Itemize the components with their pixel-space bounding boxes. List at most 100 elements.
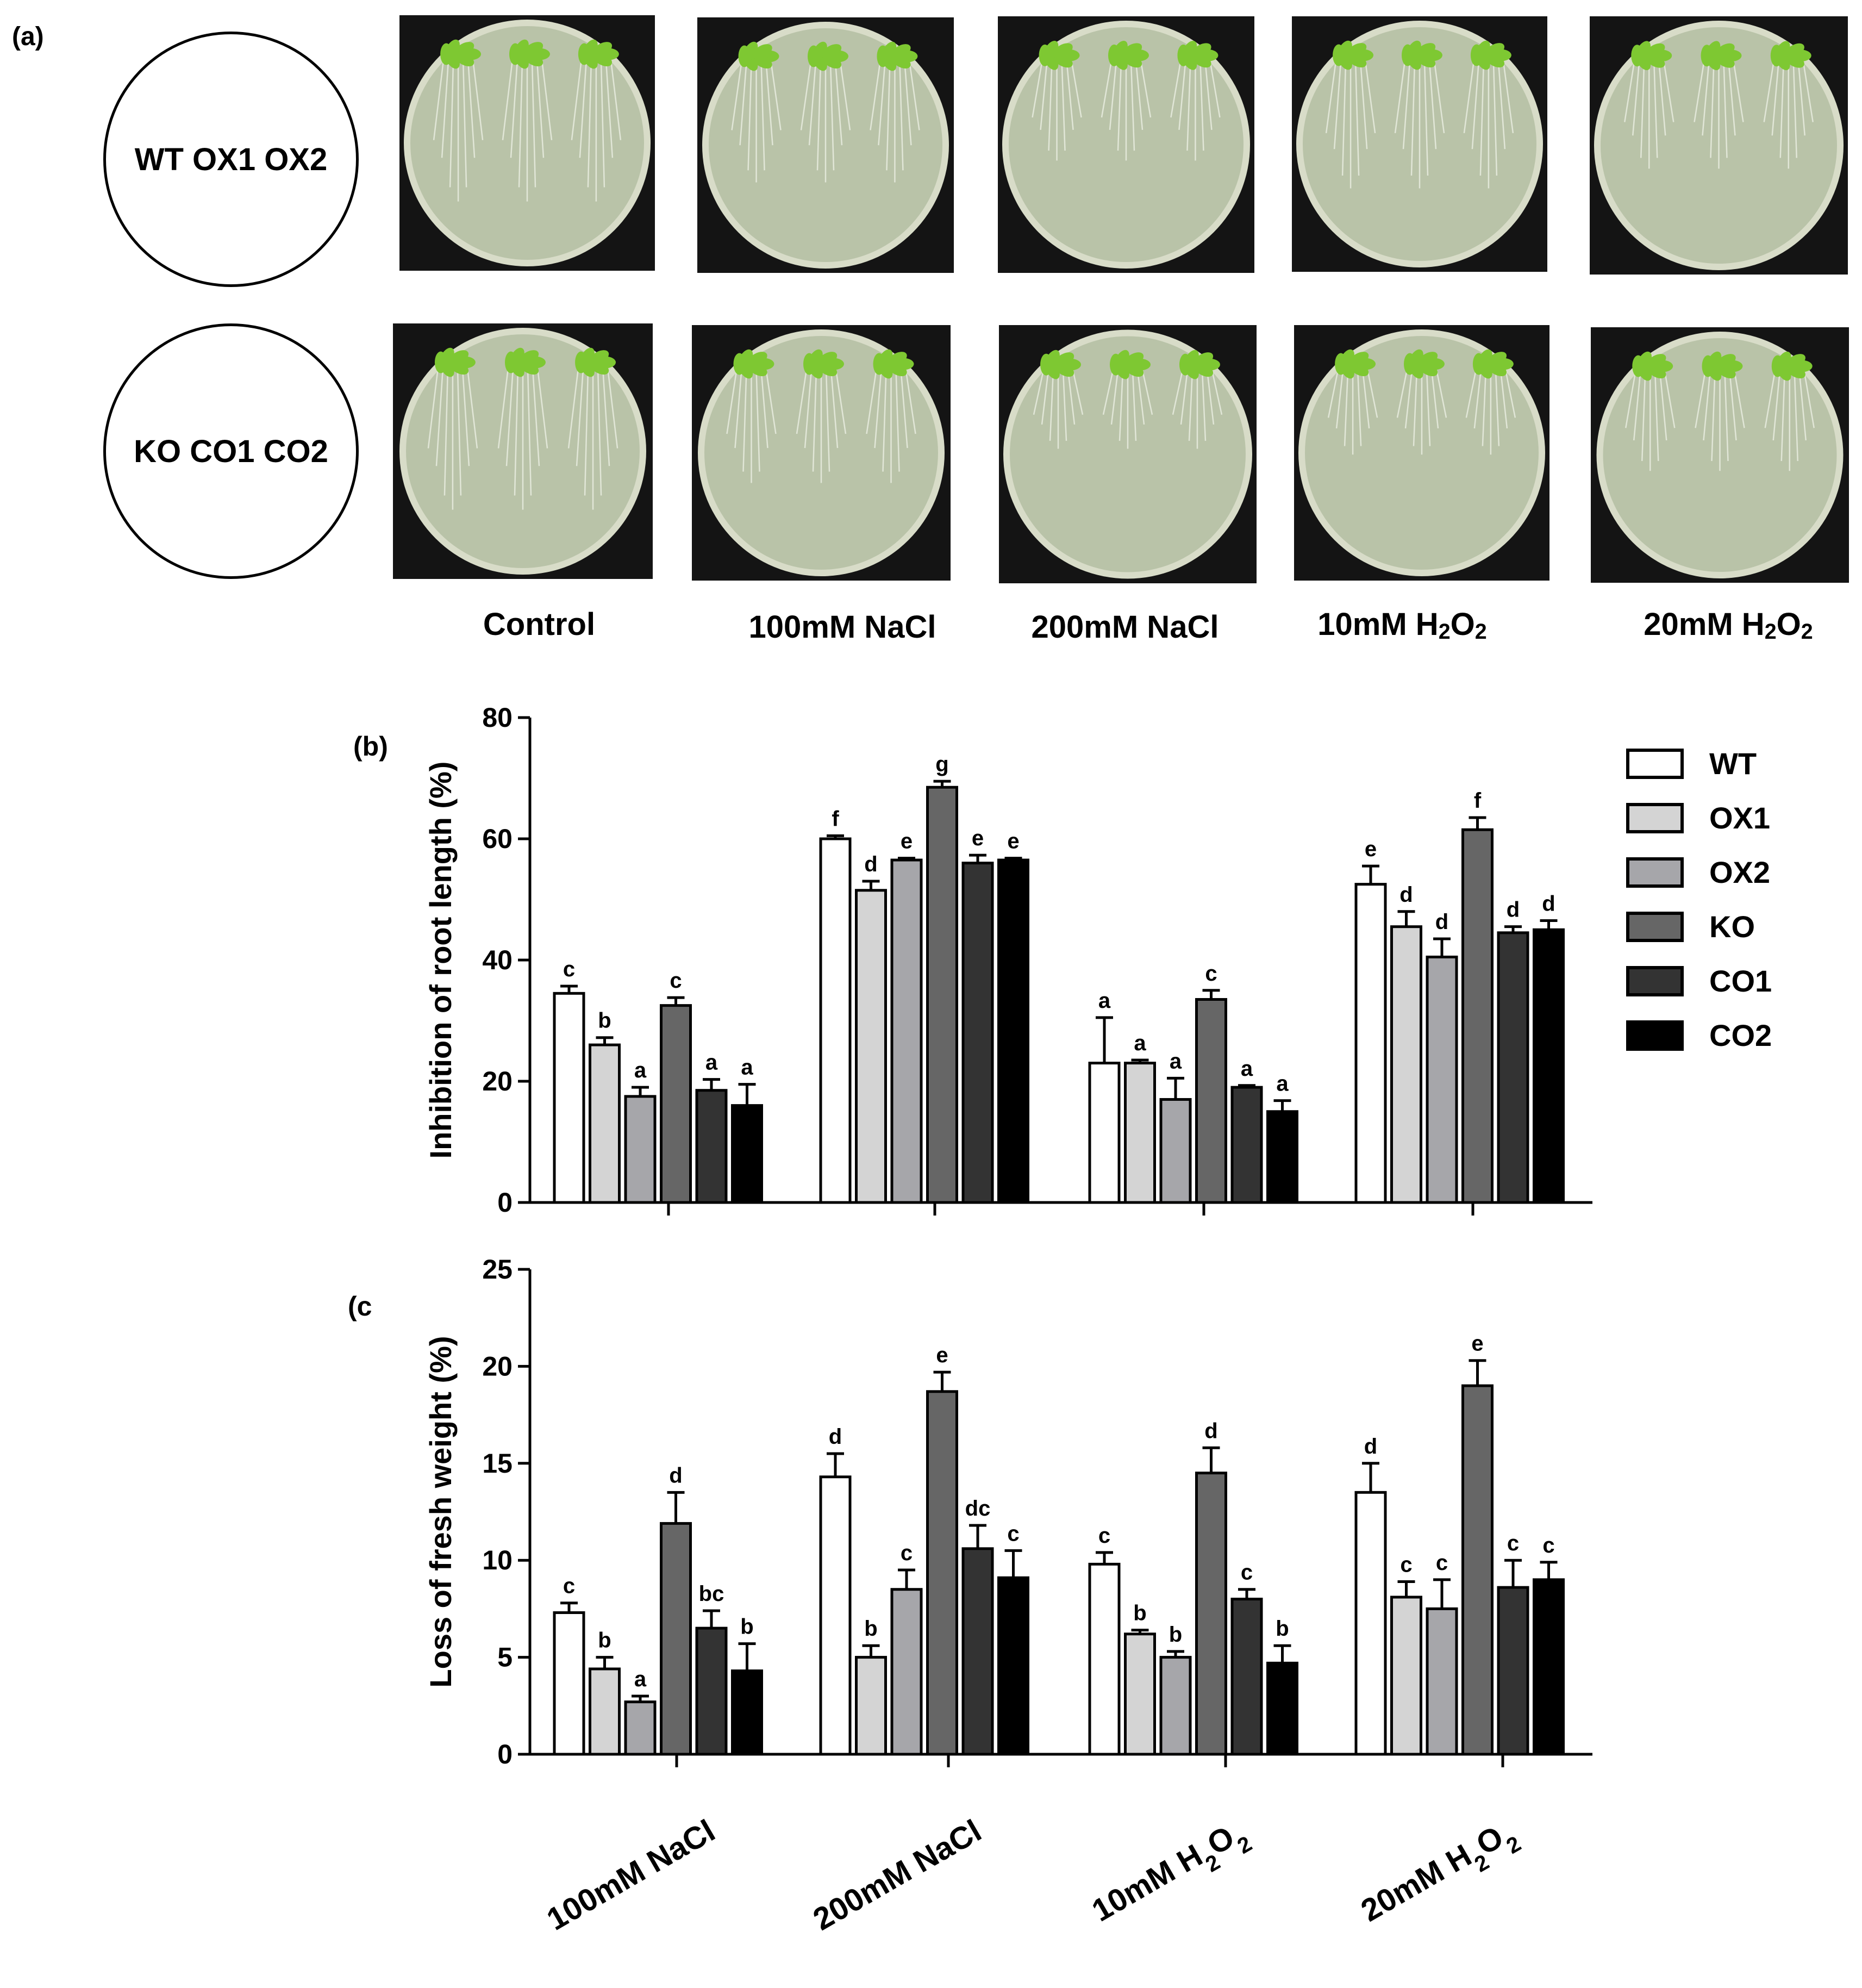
significance-letter: c (1400, 1553, 1412, 1576)
seedling-leaf (448, 350, 469, 365)
condition-label-10mm-h2o2: 10mM H2O2 (1317, 607, 1487, 644)
seedling-leaf (1645, 43, 1665, 59)
seedling-root (1435, 369, 1447, 418)
bar-co2-2 (997, 1576, 1029, 1756)
significance-letter: bc (699, 1582, 724, 1606)
condition-label-control: Control (483, 607, 596, 642)
bar-co1-2 (961, 1547, 994, 1756)
significance-letter: b (1276, 1617, 1289, 1641)
significance-letter: b (1169, 1623, 1182, 1647)
seedling-root (441, 59, 449, 158)
x-category-label: 100mM NaCl (541, 1813, 721, 1937)
legend-swatch-ox2 (1626, 857, 1684, 888)
seedling-root (1479, 60, 1485, 176)
seedling-root (734, 369, 742, 448)
seedling-root (1473, 369, 1482, 429)
genotype-circle-row1: WT OX1 OX2 (103, 32, 359, 287)
seedling-root (1625, 371, 1636, 428)
seedling-root (1341, 60, 1347, 176)
seedling-root (886, 61, 891, 171)
seedling-root (765, 61, 773, 146)
y-axis-title: Inhibition of root length (%) (423, 762, 458, 1159)
legend-swatch-ox1 (1626, 803, 1684, 833)
bar-ko-1 (660, 1004, 692, 1204)
bar-ko-2 (926, 1390, 958, 1756)
seedling-leaf (1415, 43, 1436, 58)
seedling-root (567, 367, 579, 448)
agar (1010, 336, 1246, 572)
significance-letter: c (1007, 1522, 1019, 1545)
bar-co2-1 (731, 1104, 763, 1204)
bar-co2-3 (1266, 1110, 1298, 1204)
seedling-root (829, 61, 835, 171)
seedling-root (497, 367, 509, 448)
seedling-root (457, 367, 462, 496)
seedling-root (1492, 60, 1498, 176)
significance-letter: a (741, 1056, 753, 1080)
seedling-root (1041, 370, 1049, 425)
seedling-root (839, 61, 851, 130)
seedling-root (760, 369, 768, 448)
seedling-root (1641, 371, 1646, 462)
seedling-root (1172, 370, 1184, 415)
bar-ox1-2 (855, 1656, 887, 1756)
seedling-root (1779, 61, 1784, 158)
significance-letter: c (1542, 1534, 1554, 1557)
seedling-leaf (1785, 354, 1805, 369)
seedling-root (1663, 61, 1674, 122)
seedling-root (870, 61, 881, 130)
legend-label-ox1: OX1 (1709, 801, 1770, 835)
genotype-circle-row2: KO CO1 CO2 (103, 323, 359, 579)
significance-letter: e (1471, 1332, 1483, 1356)
seedling-root (1723, 61, 1728, 158)
panel-c-label: (c (348, 1291, 372, 1322)
seedling-root (1694, 61, 1705, 122)
seedling-root (579, 59, 588, 158)
seedling-root (755, 369, 760, 472)
significance-letter: b (1133, 1601, 1146, 1625)
seedling-root (571, 59, 583, 140)
seedling-leaf (1191, 43, 1211, 58)
significance-letter: c (1241, 1561, 1253, 1585)
seedling-root (1658, 61, 1666, 136)
seedling-root (1209, 60, 1221, 118)
significance-letter: e (972, 826, 984, 850)
bar-ox2-3 (1159, 1656, 1192, 1756)
seedling-root (878, 61, 886, 146)
significance-letter: c (1205, 962, 1217, 986)
seedling-root (1798, 371, 1807, 441)
seedling-root (610, 59, 622, 140)
condition-label-200mm-nacl: 200mM NaCl (1031, 609, 1219, 645)
bar-co2-3 (1266, 1661, 1298, 1756)
seedling-root (1359, 60, 1368, 149)
legend-label-wt: WT (1709, 746, 1757, 781)
condition-label-100mm-nacl: 100mM NaCl (748, 609, 936, 645)
seedling-root (1764, 371, 1776, 428)
seedling-root (800, 61, 812, 130)
bar-wt-3 (1088, 1062, 1121, 1204)
bar-co1-1 (695, 1089, 728, 1204)
legend-swatch-co1 (1626, 966, 1684, 996)
seedling-root (1763, 61, 1774, 122)
seedling-root (1632, 61, 1640, 136)
seedling-root (739, 61, 747, 146)
panel-b-label: (b) (353, 731, 388, 762)
seedling-root (1802, 61, 1814, 122)
seedling-root (502, 59, 514, 140)
seedling-root (895, 369, 900, 472)
seedling-root (587, 59, 592, 188)
seedling-root (1502, 60, 1514, 134)
significance-letter: d (1542, 892, 1555, 916)
seedling-root (1729, 371, 1737, 441)
plate-photo-r1-c1 (399, 15, 655, 271)
seedling-leaf (1716, 354, 1736, 369)
seedling-root (1771, 61, 1779, 136)
seedling-leaf (1123, 352, 1144, 367)
seedling-root (900, 369, 908, 448)
seedling-root (765, 369, 777, 434)
plate-photo-r2-c3 (999, 325, 1257, 583)
y-tick-label: 15 (482, 1448, 513, 1479)
plate-photo-r2-c1 (393, 323, 653, 579)
bar-ox1-2 (855, 889, 887, 1204)
bar-co1-1 (695, 1626, 728, 1756)
